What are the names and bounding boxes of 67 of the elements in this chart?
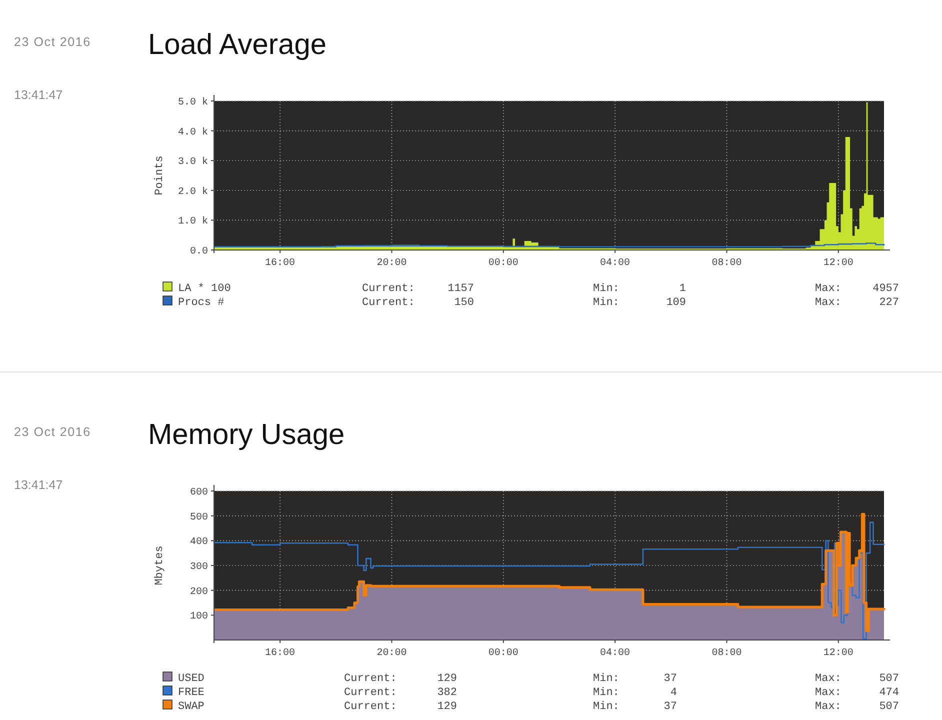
legend-label: USED (178, 673, 205, 685)
y-tick-label: 100 (190, 612, 208, 623)
x-tick-label: 00:00 (488, 258, 518, 269)
text: 150 (454, 297, 474, 309)
text: 227 (879, 297, 899, 309)
text: 1 (679, 283, 686, 295)
text: 37 (664, 673, 677, 685)
x-tick-label: 12:00 (823, 258, 854, 269)
y-tick-label: 400 (190, 537, 208, 548)
text: Min: (593, 283, 620, 295)
y-axis-title: Mbytes (154, 546, 166, 586)
chart-title: Memory Usage (148, 419, 345, 451)
text: Max: (815, 297, 842, 309)
legend-label: Procs # (178, 297, 225, 309)
x-tick-label: 16:00 (265, 648, 296, 659)
y-tick-label: 1.0 k (178, 216, 208, 228)
text: 13:41:47 (14, 88, 63, 102)
text: Min: (593, 701, 620, 713)
text: Min: (593, 297, 620, 309)
text: Max: (815, 673, 842, 685)
y-tick-label: 500 (190, 512, 208, 524)
x-tick-label: 20:00 (376, 258, 407, 269)
text: 4 (670, 687, 678, 699)
text: Max: (815, 283, 842, 295)
text: Current: (362, 283, 415, 295)
text: Max: (815, 687, 842, 699)
text: 13:41:47 (14, 478, 63, 492)
text: 382 (437, 687, 457, 699)
x-tick-label: 12:00 (823, 648, 854, 659)
legend-label: LA * 100 (178, 283, 231, 295)
text: 109 (666, 297, 686, 309)
x-tick-label: 04:00 (600, 258, 630, 269)
x-tick-label: 20:00 (376, 648, 407, 659)
text: 129 (437, 701, 457, 713)
y-tick-label: 200 (190, 586, 208, 598)
x-tick-label: 00:00 (488, 648, 518, 659)
y-tick-label: 0.0 (190, 246, 208, 258)
x-tick-label: 08:00 (712, 258, 742, 269)
chart-title: Load Average (148, 29, 326, 61)
x-tick-label: 16:00 (265, 258, 296, 269)
text: 129 (437, 673, 457, 685)
text: Max: (815, 701, 842, 713)
text: 474 (879, 687, 900, 699)
text: 507 (879, 673, 899, 685)
y-tick-label: 3.0 k (178, 156, 208, 168)
y-tick-label: 2.0 k (178, 186, 208, 198)
text: 37 (664, 701, 677, 713)
text: 507 (879, 701, 899, 713)
text: Current: (344, 687, 397, 699)
text: Min: (593, 673, 620, 685)
text: 4957 (872, 283, 899, 295)
y-tick-label: 4.0 k (178, 126, 208, 138)
legend-label: SWAP (178, 701, 205, 713)
legend-label: FREE (178, 687, 205, 699)
x-tick-label: 08:00 (712, 648, 742, 659)
x-tick-label: 04:00 (600, 648, 630, 659)
text: Current: (344, 701, 397, 713)
y-tick-label: 5.0 k (178, 96, 208, 108)
text: 1157 (448, 283, 474, 295)
text: 23 Oct 2016 (14, 35, 91, 49)
text: Current: (344, 673, 397, 685)
y-axis-title: Points (154, 156, 166, 196)
text: 23 Oct 2016 (14, 425, 91, 439)
text: Current: (362, 297, 415, 309)
y-tick-label: 600 (190, 488, 208, 498)
y-tick-label: 300 (190, 562, 208, 573)
text: Min: (593, 687, 620, 699)
